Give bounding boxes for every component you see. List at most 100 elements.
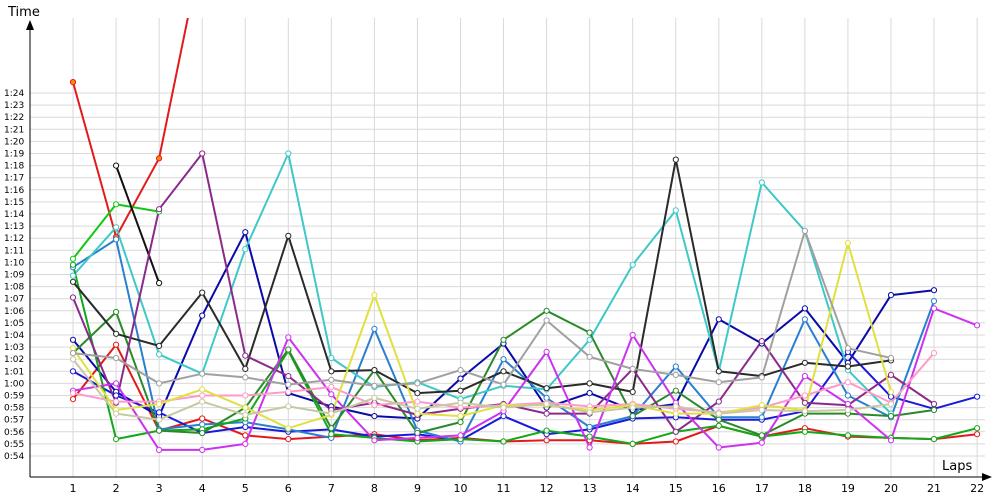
x-tick-label: 18 (798, 482, 812, 495)
data-point (113, 224, 120, 231)
data-point (629, 388, 636, 395)
data-point (543, 437, 550, 444)
y-tick-label: 1:23 (4, 101, 24, 111)
data-point (199, 312, 206, 319)
data-point (887, 354, 895, 362)
data-point (199, 429, 206, 437)
y-tick-label: 1:04 (4, 331, 24, 341)
data-point (69, 390, 77, 397)
series-line (72, 18, 189, 238)
data-point (414, 434, 421, 441)
data-point (285, 373, 292, 380)
data-point (715, 410, 722, 417)
data-point (156, 279, 163, 287)
x-tick-label: 21 (927, 482, 941, 495)
x-tick-label: 4 (199, 482, 206, 495)
data-point (242, 365, 249, 372)
x-axis-arrow (982, 473, 992, 481)
data-point (887, 388, 895, 395)
data-point (844, 379, 852, 386)
data-point (371, 292, 378, 299)
data-point (844, 406, 852, 414)
series-line (72, 242, 892, 430)
data-point (930, 305, 938, 312)
data-point (371, 367, 378, 374)
y-tick-label: 1:17 (4, 174, 24, 184)
y-tick-label: 1:20 (4, 137, 24, 147)
data-point (758, 179, 765, 186)
data-point (113, 201, 120, 208)
x-tick-label: 20 (884, 482, 898, 495)
y-tick-label: 1:21 (4, 125, 24, 135)
y-axis-label: Time (7, 5, 40, 20)
y-tick-label: 1:03 (4, 343, 24, 353)
data-point (371, 402, 378, 409)
data-point (758, 414, 765, 421)
data-point (69, 356, 77, 363)
data-point (371, 437, 378, 444)
data-point (113, 398, 120, 405)
data-point (500, 438, 507, 445)
data-point (199, 446, 206, 453)
y-tick-label: 1:02 (4, 355, 24, 365)
data-point (69, 336, 77, 343)
data-point (113, 308, 120, 316)
data-point (801, 399, 809, 406)
data-point (629, 261, 636, 268)
data-point (414, 390, 421, 397)
y-tick-label: 0:57 (4, 416, 24, 426)
data-point (543, 317, 550, 324)
data-point (586, 390, 593, 397)
data-point (156, 409, 163, 416)
data-point (629, 365, 636, 372)
data-point (758, 439, 765, 446)
data-point (113, 341, 120, 348)
data-point (156, 416, 163, 423)
data-point (844, 432, 852, 439)
data-point (285, 403, 292, 410)
data-point (801, 227, 809, 234)
data-point (199, 289, 206, 296)
series-line (72, 350, 978, 442)
data-point (629, 413, 636, 420)
data-point (758, 374, 765, 381)
x-tick-label: 10 (454, 482, 468, 495)
data-point (672, 371, 679, 378)
data-point (457, 387, 464, 394)
y-tick-label: 1:19 (4, 150, 24, 160)
data-point (801, 359, 809, 366)
y-tick-label: 1:00 (4, 379, 24, 389)
data-point (328, 425, 335, 432)
data-point (844, 392, 852, 399)
x-tick-label: 15 (669, 482, 683, 495)
data-point (500, 368, 507, 375)
data-point (672, 363, 679, 370)
data-point (844, 345, 852, 352)
data-point (156, 351, 163, 358)
x-tick-label: 8 (371, 482, 378, 495)
data-point (586, 433, 593, 440)
data-point (974, 425, 981, 432)
data-point (285, 346, 292, 353)
y-tick-label: 0:55 (4, 440, 24, 450)
data-point (586, 353, 593, 360)
y-tick-label: 0:54 (4, 452, 24, 462)
data-point (758, 338, 765, 345)
x-tick-label: 11 (497, 482, 511, 495)
data-point (113, 380, 120, 387)
y-tick-label: 1:10 (4, 258, 24, 268)
y-tick-label: 1:15 (4, 198, 24, 208)
data-point (887, 292, 895, 299)
data-point (242, 352, 249, 359)
data-point (974, 393, 981, 400)
y-axis-arrow (26, 20, 34, 30)
data-point (414, 398, 421, 405)
data-point (844, 363, 852, 370)
data-point (457, 367, 464, 374)
data-point (887, 413, 895, 420)
data-point (242, 392, 249, 399)
x-tick-label: 2 (113, 482, 120, 495)
series-line (72, 152, 892, 415)
data-point (371, 382, 378, 389)
